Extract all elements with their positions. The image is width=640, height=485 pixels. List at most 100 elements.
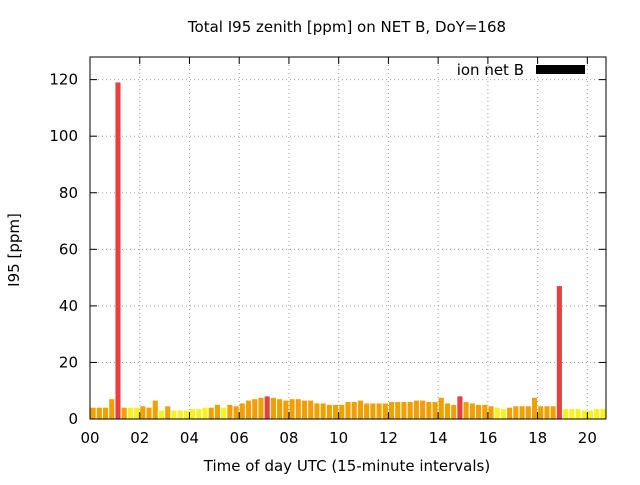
legend: ion net B — [457, 61, 585, 79]
bar — [245, 400, 252, 419]
bar — [401, 402, 407, 419]
bar — [339, 404, 345, 419]
bar — [569, 409, 575, 419]
bar — [420, 400, 426, 419]
x-tick-label: 02 — [130, 429, 149, 447]
bar — [333, 404, 339, 419]
bar — [227, 404, 233, 419]
bar — [295, 399, 301, 419]
bar — [258, 397, 264, 419]
x-tick-label: 08 — [279, 429, 298, 447]
bar — [314, 403, 320, 419]
y-tick-label: 40 — [59, 297, 78, 315]
bar — [575, 409, 581, 419]
bar — [531, 397, 538, 419]
y-tick-label: 0 — [68, 410, 78, 428]
bar — [264, 396, 270, 420]
bar — [140, 406, 146, 419]
y-tick-label: 20 — [59, 353, 78, 371]
bar — [283, 400, 289, 419]
bar — [357, 400, 363, 419]
bar — [488, 406, 494, 419]
x-tick-label: 00 — [80, 429, 99, 447]
bar — [289, 399, 295, 419]
bar — [301, 400, 308, 419]
bar — [438, 397, 444, 419]
bar — [513, 406, 519, 419]
bar — [388, 402, 395, 419]
bar — [382, 403, 388, 419]
bar — [444, 403, 451, 419]
y-axis-label: I95 [ppm] — [5, 213, 23, 287]
x-axis-label: Time of day UTC (15-minute intervals) — [203, 457, 490, 475]
bar — [177, 410, 183, 419]
bar — [482, 404, 488, 419]
bar — [413, 400, 419, 419]
bar — [308, 400, 314, 419]
bar — [196, 409, 202, 419]
bar — [544, 406, 550, 419]
bar — [395, 402, 401, 419]
bar — [587, 410, 594, 419]
bar — [208, 407, 214, 419]
bar — [320, 403, 326, 419]
x-tick-label: 20 — [578, 429, 597, 447]
bar — [183, 410, 189, 419]
bar — [507, 407, 513, 419]
legend-swatch — [536, 65, 585, 74]
legend-label: ion net B — [457, 61, 524, 79]
bar — [152, 400, 158, 419]
bar — [165, 406, 171, 419]
bar — [519, 406, 525, 419]
bar — [239, 403, 245, 419]
x-tick-label: 04 — [180, 429, 199, 447]
bar — [457, 396, 463, 420]
bar — [202, 407, 208, 419]
y-tick-label: 60 — [59, 240, 78, 258]
bar — [90, 407, 96, 419]
x-tick-label: 16 — [478, 429, 497, 447]
x-tick-label: 12 — [379, 429, 398, 447]
y-tick-label: 120 — [49, 71, 78, 89]
bar — [190, 409, 196, 419]
bar — [556, 286, 562, 419]
bar — [252, 399, 258, 419]
bar — [96, 407, 102, 419]
bar — [476, 404, 482, 419]
bar — [109, 399, 115, 419]
bars — [90, 82, 606, 420]
x-tick-label: 18 — [528, 429, 547, 447]
bar — [134, 407, 140, 419]
bar — [538, 406, 544, 419]
bar — [525, 406, 531, 419]
bar — [221, 407, 227, 419]
bar — [463, 402, 469, 419]
bar — [370, 403, 376, 419]
bar — [600, 409, 606, 419]
bar — [102, 407, 109, 419]
bar — [376, 403, 382, 419]
bar — [146, 407, 152, 419]
bar — [407, 402, 413, 419]
bar — [115, 82, 121, 419]
x-tick-label: 10 — [329, 429, 348, 447]
grid-lines — [90, 57, 606, 419]
bar — [270, 397, 276, 419]
axis-ticks: 0 20 40 60 80 100 120 00 02 04 06 08 10 12 14 16 18 20 — [49, 57, 606, 447]
bar — [326, 404, 332, 419]
bar — [432, 402, 438, 419]
bar — [233, 406, 239, 419]
bar — [277, 399, 283, 419]
bar — [500, 409, 506, 419]
bar — [594, 409, 600, 419]
bar — [364, 403, 370, 419]
bar — [550, 406, 556, 419]
plot-frame — [89, 56, 607, 420]
bar — [563, 409, 569, 419]
bar — [171, 410, 177, 419]
x-tick-label: 14 — [429, 429, 448, 447]
bar — [158, 410, 165, 419]
x-tick-label: 06 — [230, 429, 249, 447]
bar — [426, 402, 432, 419]
